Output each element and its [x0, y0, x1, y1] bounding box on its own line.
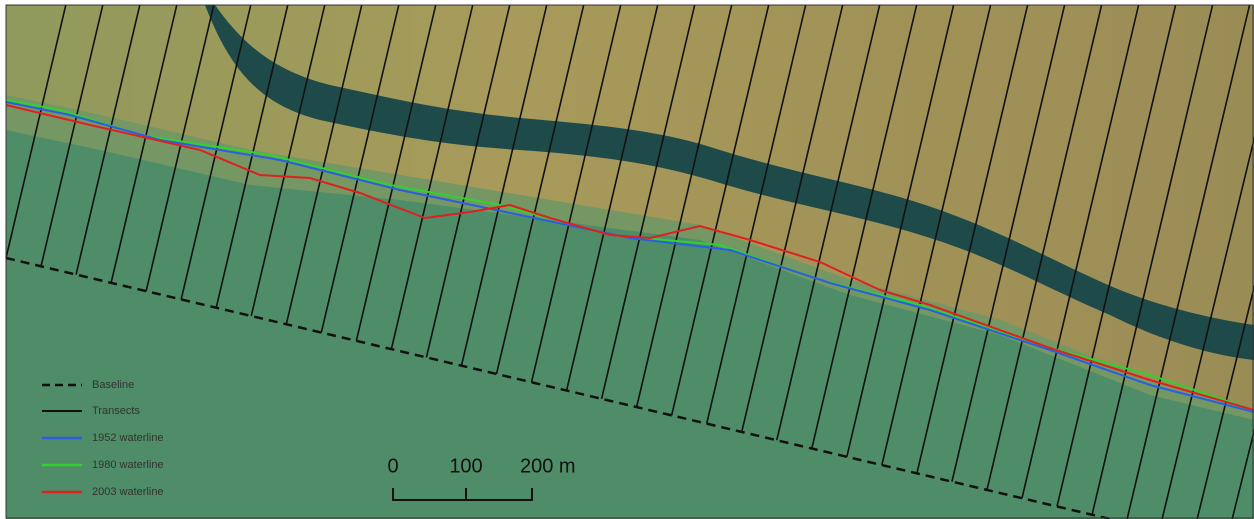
legend-label: 1952 waterline [92, 432, 164, 444]
legend-label: 1980 waterline [92, 459, 164, 471]
legend-label: 2003 waterline [92, 486, 164, 498]
legend-label: Transects [92, 405, 140, 417]
scale-label: 100 [449, 455, 482, 477]
scale-label: 200 m [520, 455, 576, 477]
legend-label: Baseline [92, 379, 134, 391]
scale-label: 0 [387, 455, 398, 477]
map: Baseline Transects 1952 waterline 1980 w… [0, 0, 1254, 519]
